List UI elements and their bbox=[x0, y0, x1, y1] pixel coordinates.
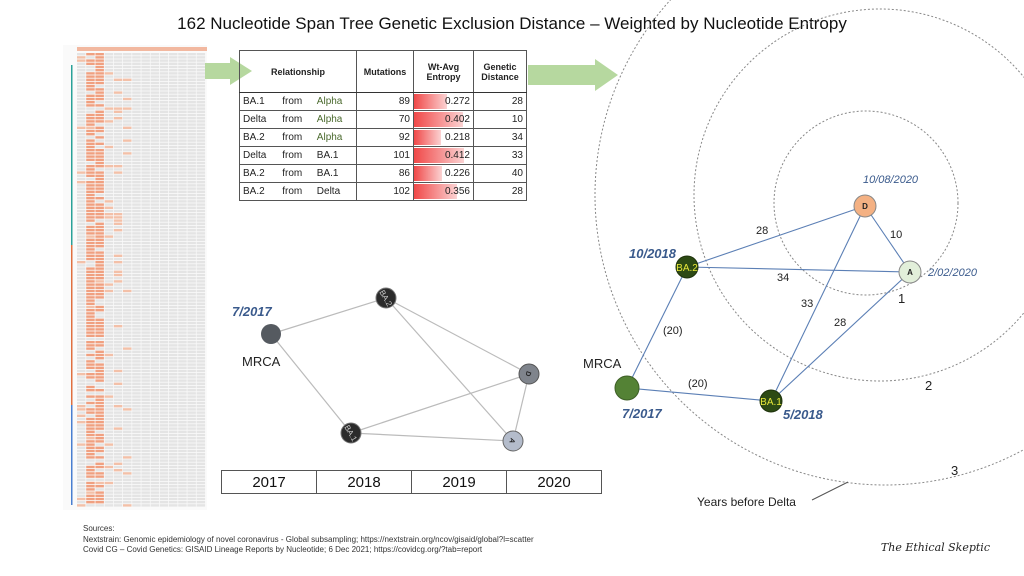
entropy-value: 0.356 bbox=[444, 186, 470, 197]
edge bbox=[385, 297, 514, 442]
ring-label: 1 bbox=[898, 291, 905, 306]
entropy-bar bbox=[414, 112, 463, 127]
entropy-value: 0.226 bbox=[444, 168, 470, 179]
ring-caption: Years before Delta bbox=[697, 495, 796, 509]
edge bbox=[350, 373, 530, 434]
spreadsheet-thumbnail bbox=[63, 45, 207, 510]
edge-label: 34 bbox=[777, 272, 789, 284]
node-ba1 bbox=[340, 422, 362, 444]
header-relationship: Relationship bbox=[239, 50, 357, 93]
header-distance: Genetic Distance bbox=[473, 50, 527, 93]
edge-label: (20) bbox=[688, 378, 708, 390]
ring-label: 3 bbox=[951, 463, 958, 478]
node-label: A bbox=[907, 268, 913, 277]
entropy-bar bbox=[414, 130, 441, 145]
node-d bbox=[853, 194, 877, 218]
mrca-label: MRCA bbox=[242, 354, 281, 369]
entropy-bar bbox=[414, 184, 458, 199]
cell-to: BA.2 bbox=[239, 182, 280, 201]
year-cell: 2020 bbox=[506, 470, 602, 494]
cell-distance: 28 bbox=[473, 182, 527, 201]
node-label: D bbox=[862, 202, 868, 211]
node-ba1 bbox=[759, 389, 783, 413]
brand-signature: The Ethical Skeptic bbox=[880, 541, 990, 554]
node-d bbox=[518, 363, 540, 385]
caption-pointer bbox=[811, 481, 849, 501]
edge bbox=[626, 266, 688, 389]
cell-mutations: 102 bbox=[356, 182, 414, 201]
edge bbox=[770, 271, 911, 402]
mrca-label: MRCA bbox=[583, 356, 622, 371]
page-title: 162 Nucleotide Span Tree Genetic Exclusi… bbox=[177, 14, 847, 33]
edge bbox=[626, 387, 772, 402]
source-line: Covid CG – Covid Genetics: GISAID Lineag… bbox=[83, 545, 483, 554]
entropy-value: 0.272 bbox=[444, 96, 470, 107]
edge-label: 28 bbox=[834, 317, 846, 329]
year-cell: 2018 bbox=[316, 470, 412, 494]
edge bbox=[686, 266, 911, 273]
cell-entropy: 0.412 bbox=[413, 146, 474, 165]
entropy-bar bbox=[414, 94, 448, 109]
year-axis: 2017 2018 2019 2020 bbox=[221, 470, 602, 494]
edge bbox=[270, 297, 387, 335]
year-cell: 2019 bbox=[411, 470, 507, 494]
ring-2 bbox=[693, 8, 1024, 382]
year-cell: 2017 bbox=[221, 470, 317, 494]
table-row: BA.2 from BA.1 86 0.226 40 bbox=[239, 164, 527, 183]
cell-from-word: from bbox=[279, 182, 314, 201]
cell-from: Delta bbox=[313, 182, 357, 201]
node-label: A bbox=[507, 437, 515, 444]
node-ba2 bbox=[375, 287, 397, 309]
edge-label: 33 bbox=[801, 298, 813, 310]
date-label: 10/08/2020 bbox=[863, 174, 919, 186]
node-label: BA.2 bbox=[676, 263, 698, 274]
source-line: Nextstrain: Genomic epidemiology of nove… bbox=[83, 534, 534, 544]
edge bbox=[350, 432, 514, 442]
date-label: 5/2018 bbox=[783, 407, 824, 422]
edge bbox=[770, 205, 866, 402]
table-row: Delta from Alpha 70 0.402 10 bbox=[239, 110, 527, 129]
entropy-value: 0.218 bbox=[444, 132, 470, 143]
edge-label: 10 bbox=[890, 229, 902, 241]
sources-heading: Sources: bbox=[83, 524, 115, 533]
node-a bbox=[502, 430, 524, 452]
node-mrca bbox=[261, 324, 281, 344]
node-ba2 bbox=[675, 255, 699, 279]
edge-label: (20) bbox=[663, 325, 683, 337]
ring-1 bbox=[773, 110, 959, 296]
edge-label: 28 bbox=[756, 225, 768, 237]
header-entropy: Wt-Avg Entropy bbox=[413, 50, 474, 93]
table-row: Delta from BA.1 101 0.412 33 bbox=[239, 146, 527, 165]
edge bbox=[686, 205, 866, 268]
ring-label: 2 bbox=[925, 378, 932, 393]
entropy-value: 0.412 bbox=[444, 150, 470, 161]
entropy-bar bbox=[414, 148, 465, 163]
cell-entropy: 0.356 bbox=[413, 182, 474, 201]
cell-entropy: 0.402 bbox=[413, 110, 474, 129]
edge bbox=[270, 333, 352, 434]
node-label: D bbox=[523, 370, 531, 377]
table-row: BA.2 from Delta 102 0.356 28 bbox=[239, 182, 527, 201]
relationship-table: Relationship Mutations Wt-Avg Entropy Ge… bbox=[239, 50, 527, 201]
edge bbox=[385, 297, 530, 375]
edge bbox=[512, 373, 530, 442]
date-label: 10/2018 bbox=[629, 246, 677, 261]
arrow-icon bbox=[528, 59, 618, 91]
date-label: 7/2017 bbox=[622, 406, 663, 421]
cell-entropy: 0.226 bbox=[413, 164, 474, 183]
edge bbox=[864, 205, 911, 273]
sources: Sources: Nextstrain: Genomic epidemiolog… bbox=[83, 524, 534, 556]
entropy-value: 0.402 bbox=[444, 114, 470, 125]
node-a bbox=[898, 260, 922, 284]
node-label: BA.1 bbox=[760, 397, 782, 408]
table-row: BA.2 from Alpha 92 0.218 34 bbox=[239, 128, 527, 147]
mrca-date: 7/2017 bbox=[232, 304, 273, 319]
node-mrca bbox=[614, 375, 640, 401]
date-label: 2/02/2020 bbox=[927, 267, 978, 279]
entropy-bar bbox=[414, 166, 442, 181]
cell-entropy: 0.218 bbox=[413, 128, 474, 147]
